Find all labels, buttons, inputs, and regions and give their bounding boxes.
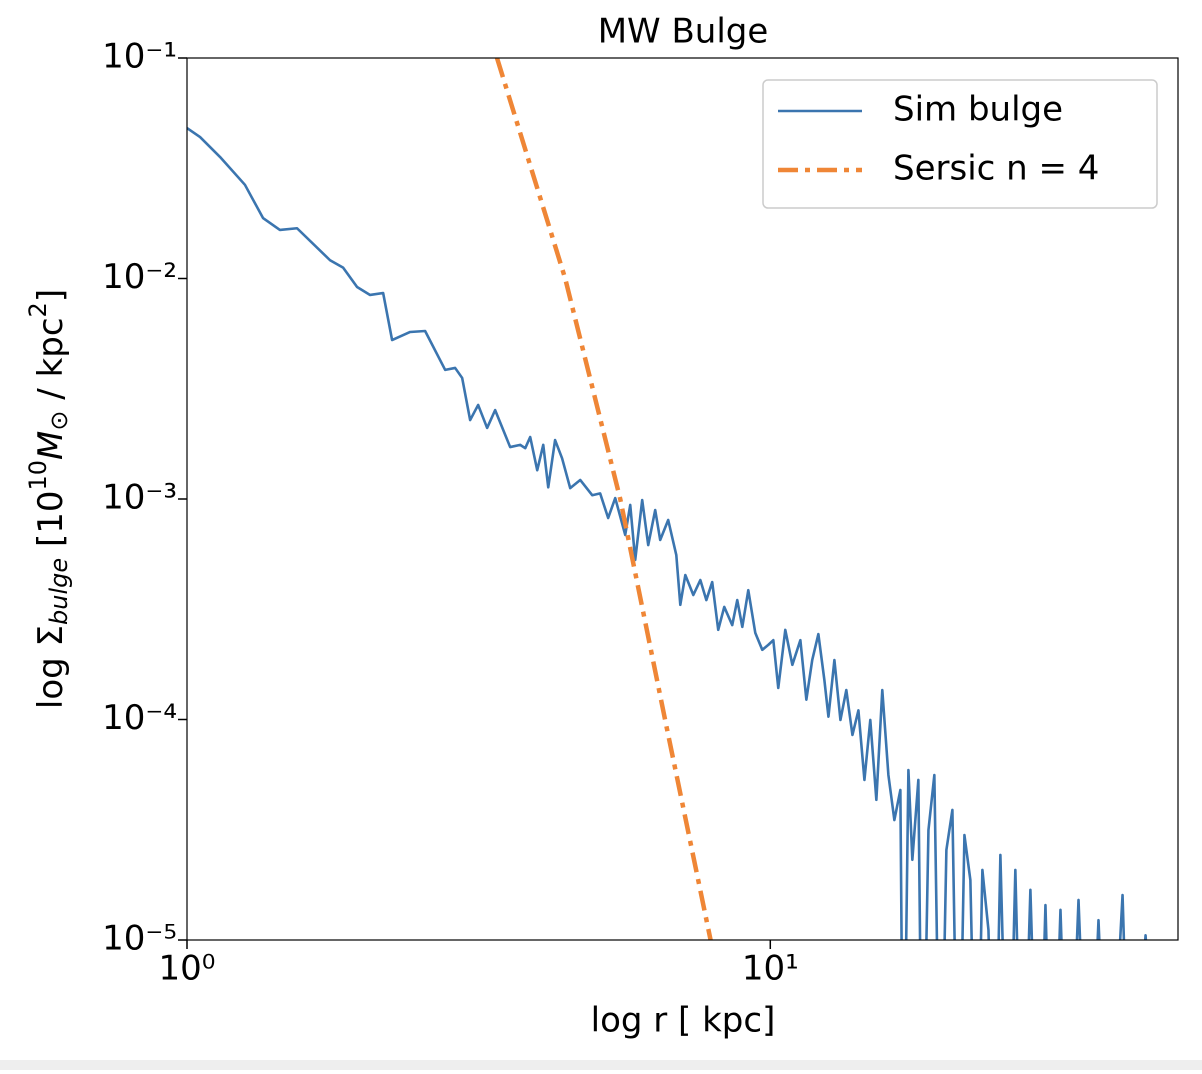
x-axis-label: log r [ kpc]	[591, 1001, 776, 1041]
y-tick-label: 10⁻⁴	[102, 698, 177, 738]
y-tick-label: 10⁻²	[102, 257, 177, 297]
series-line	[494, 58, 713, 940]
y-label-part: ]	[31, 289, 71, 302]
plot-area	[187, 58, 1148, 940]
y-label-part: / kpc	[31, 317, 71, 410]
y-tick-label: 10⁻³	[102, 478, 177, 518]
y-label-sup: 10	[24, 460, 52, 491]
y-label-sub: bulge	[45, 558, 73, 625]
x-tick-label: 10¹	[742, 949, 799, 989]
y-tick-label: 10⁻⁵	[102, 919, 177, 959]
chart-title: MW Bulge	[598, 12, 769, 52]
x-tick-label: 10⁰	[159, 949, 216, 989]
legend-label: Sersic n = 4	[893, 149, 1099, 189]
y-label-part: [10	[31, 491, 71, 558]
y-label-sup: 2	[24, 302, 52, 317]
y-label-sub: ⊙	[45, 411, 73, 431]
series-line	[187, 127, 1148, 940]
bottom-strip	[0, 1060, 1202, 1070]
y-label-part: M	[31, 431, 71, 460]
legend-label: Sim bulge	[893, 90, 1063, 130]
y-label-part: log Σ	[31, 625, 71, 709]
y-tick-label: 10⁻¹	[102, 37, 177, 77]
y-axis-label: log Σbulge [1010M⊙ / kpc2]	[24, 289, 73, 709]
